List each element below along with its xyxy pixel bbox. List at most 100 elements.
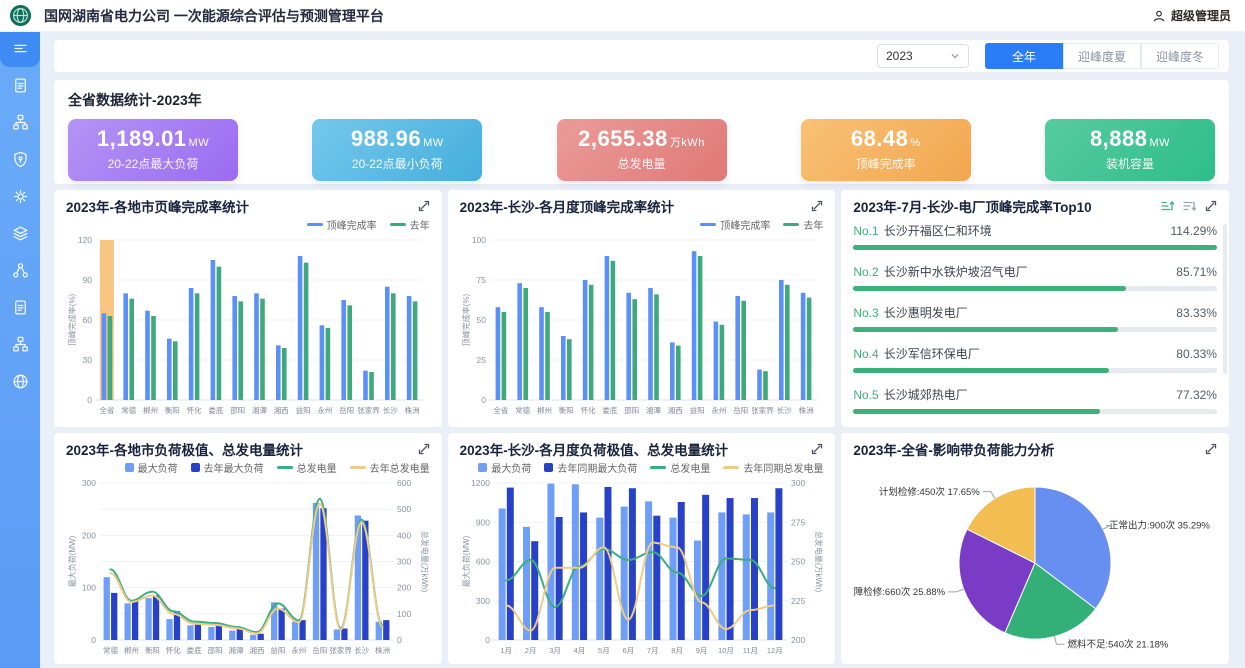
svg-text:60: 60 xyxy=(83,315,93,325)
expand-icon[interactable] xyxy=(418,200,430,212)
legend-item[interactable]: 顶峰完成率 xyxy=(306,217,377,232)
svg-text:最大负荷(MW): 最大负荷(MW) xyxy=(67,535,77,587)
svg-text:6月: 6月 xyxy=(622,646,634,655)
period-button-winter-peak[interactable]: 迎峰度冬 xyxy=(1141,43,1219,69)
svg-text:张家界: 张家界 xyxy=(751,405,774,415)
sidebar-item-globe[interactable] xyxy=(0,363,40,400)
progress-track xyxy=(853,286,1217,291)
svg-text:600: 600 xyxy=(475,557,489,567)
stat-card-1: 988.96 MW 20-22点最小负荷 xyxy=(312,119,483,181)
svg-text:湘西: 湘西 xyxy=(667,406,682,415)
svg-text:郴州: 郴州 xyxy=(537,406,552,415)
progress-track xyxy=(853,368,1217,373)
svg-text:300: 300 xyxy=(791,478,805,488)
expand-icon[interactable] xyxy=(1205,200,1217,212)
sidebar-item-gear[interactable] xyxy=(0,178,40,215)
svg-text:岳阳: 岳阳 xyxy=(312,645,327,655)
expand-icon[interactable] xyxy=(418,443,430,455)
panel-city-peak-completion: 2023年-各地市页峰完成率统计 顶峰完成率 去年 0 30 60 90 120 顶峰完成率… xyxy=(54,190,442,427)
svg-text:200: 200 xyxy=(82,530,96,540)
svg-text:200: 200 xyxy=(791,635,805,645)
legend-item[interactable]: 去年同期总发电量 xyxy=(723,460,823,475)
year-select-value: 2023 xyxy=(886,49,913,63)
sidebar-item-share-nodes[interactable] xyxy=(0,252,40,289)
changsha-monthly-load-chart[interactable]: 200 225 250 275 300 0 300 600 900 1200 最大负荷(MW) 总发电… xyxy=(460,475,824,658)
period-button-summer-peak[interactable]: 迎峰度夏 xyxy=(1063,43,1141,69)
completion-percent: 80.33% xyxy=(1176,347,1217,361)
city-load-generation-chart[interactable]: 0 100 200 300 400 500 600 0 100 200 300 最大负荷(MW) 总发电… xyxy=(66,475,430,658)
svg-text:永州: 永州 xyxy=(317,405,332,415)
legend-item[interactable]: 总发电量 xyxy=(276,460,337,475)
legend-item[interactable]: 最大负荷 xyxy=(124,460,178,475)
stat-card-4: 8,888 MW 装机容量 xyxy=(1045,119,1215,181)
svg-text:益阳: 益阳 xyxy=(689,405,704,415)
legend-item[interactable]: 顶峰完成率 xyxy=(700,217,770,232)
svg-text:湘西: 湘西 xyxy=(249,646,264,655)
svg-text:0: 0 xyxy=(485,635,490,645)
svg-text:顶峰完成率(%): 顶峰完成率(%) xyxy=(67,293,77,346)
sidebar-item-document[interactable] xyxy=(0,289,40,326)
expand-icon[interactable] xyxy=(811,443,823,455)
svg-text:娄底: 娄底 xyxy=(602,405,617,415)
svg-text:7月: 7月 xyxy=(647,646,659,655)
svg-text:娄底: 娄底 xyxy=(187,645,202,655)
sidebar-item-menu[interactable] xyxy=(0,30,40,67)
period-button-full-year[interactable]: 全年 xyxy=(985,43,1063,69)
svg-text:8月: 8月 xyxy=(671,646,683,655)
sidebar xyxy=(0,30,40,668)
svg-text:邵阳: 邵阳 xyxy=(624,406,639,415)
sort-descending-icon[interactable] xyxy=(1183,200,1196,212)
expand-icon[interactable] xyxy=(811,200,823,212)
scrollbar[interactable] xyxy=(1222,224,1227,374)
stat-value: 8,888 MW xyxy=(1089,126,1171,151)
legend-item[interactable]: 最大负荷 xyxy=(478,460,531,475)
svg-text:常德: 常德 xyxy=(121,405,136,415)
legend-item[interactable]: 总发电量 xyxy=(650,460,710,475)
user-menu[interactable]: 超级管理员 xyxy=(1152,7,1231,24)
plant-name: 长沙军信环保电厂 xyxy=(883,347,980,361)
svg-text:衡阳: 衡阳 xyxy=(145,645,160,655)
sidebar-item-sitemap[interactable] xyxy=(0,104,40,141)
stat-value: 2,655.38 万kWh xyxy=(578,126,705,151)
legend-item[interactable]: 去年最大负荷 xyxy=(190,460,264,475)
top10-ranking-list: No.1 长沙开福区仁和环境 114.29% No.2 长沙新中水铁炉坡沼气电厂 85.7… xyxy=(853,222,1217,427)
svg-text:张家界: 张家界 xyxy=(329,645,352,655)
svg-text:常德: 常德 xyxy=(103,645,118,655)
completion-percent: 114.29% xyxy=(1170,224,1217,238)
changsha-monthly-peak-chart[interactable]: 0 25 50 75 100 顶峰完成率(%) 全省 常德 郴州 衡阳 怀化 娄底 邵阳 湘潭 湘西 益阳 永州… xyxy=(460,232,823,418)
svg-text:常德: 常德 xyxy=(515,405,530,415)
svg-text:益阳: 益阳 xyxy=(270,645,285,655)
svg-text:400: 400 xyxy=(397,530,411,540)
sidebar-item-document[interactable] xyxy=(0,67,40,104)
svg-text:275: 275 xyxy=(791,517,805,527)
svg-text:0: 0 xyxy=(397,635,402,645)
stat-label: 总发电量 xyxy=(617,157,666,171)
load-capacity-pie-chart[interactable]: 正常出力:900次 35.29% 燃料不足:540次 21.18% 故障检修:660… xyxy=(845,459,1216,658)
svg-text:湘潭: 湘潭 xyxy=(229,646,244,655)
svg-text:湘潭: 湘潭 xyxy=(646,406,661,415)
sidebar-item-layers[interactable] xyxy=(0,215,40,252)
stat-value: 988.96 MW xyxy=(350,126,444,151)
svg-text:600: 600 xyxy=(397,478,411,488)
legend-item[interactable]: 去年 xyxy=(783,217,823,232)
svg-text:全省: 全省 xyxy=(493,405,508,415)
legend-item[interactable]: 去年同期最大负荷 xyxy=(544,460,637,475)
app-header: 国网湖南省电力公司 一次能源综合评估与预测管理平台 超级管理员 xyxy=(0,0,1245,32)
progress-fill xyxy=(853,245,1217,250)
svg-text:50: 50 xyxy=(476,315,486,325)
chart-legend: 顶峰完成率 去年 xyxy=(66,216,430,232)
sidebar-item-shield[interactable] xyxy=(0,141,40,178)
svg-text:长沙: 长沙 xyxy=(383,405,398,415)
stat-card-2: 2,655.38 万kWh 总发电量 xyxy=(556,119,727,181)
svg-text:300: 300 xyxy=(397,557,411,567)
expand-icon[interactable] xyxy=(1205,443,1217,455)
sort-ascending-icon[interactable] xyxy=(1161,200,1174,212)
year-select[interactable]: 2023 xyxy=(877,44,969,68)
legend-item[interactable]: 去年总发电量 xyxy=(349,460,430,475)
ranking-item: No.3 长沙惠明发电厂 83.33% xyxy=(853,304,1217,345)
svg-text:永州: 永州 xyxy=(711,405,726,415)
sidebar-item-sitemap[interactable] xyxy=(0,326,40,363)
svg-text:张家界: 张家界 xyxy=(357,405,380,415)
city-peak-completion-chart[interactable]: 0 30 60 90 120 顶峰完成率(%) 全省 常德 郴州 衡阳 怀化 娄底 邵阳 湘潭 湘西 益阳 永州… xyxy=(66,232,429,418)
legend-item[interactable]: 去年 xyxy=(389,217,430,232)
